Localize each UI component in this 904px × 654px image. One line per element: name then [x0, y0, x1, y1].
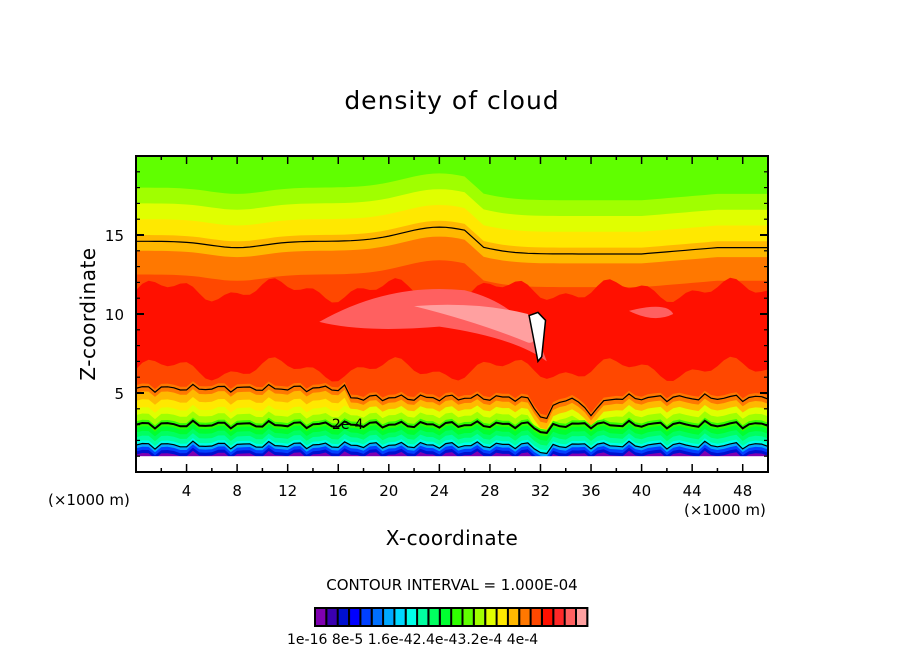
colorbar-swatch [554, 609, 564, 625]
colorbar-swatch [384, 609, 394, 625]
colorbar-swatch [395, 609, 405, 625]
x-tick-label: 20 [379, 482, 398, 500]
x-tick-label: 44 [683, 482, 702, 500]
chart-title: density of cloud [344, 86, 560, 115]
x-tick-label: 16 [329, 482, 348, 500]
colorbar-swatch [497, 609, 507, 625]
colorbar-swatch [418, 609, 428, 625]
y-tick-label: 15 [105, 227, 124, 245]
contour-fills [136, 156, 768, 472]
colorbar-swatch [508, 609, 519, 625]
y-axis-label: Z-coordinate [76, 247, 100, 381]
x-tick-label: 24 [430, 482, 449, 500]
x-tick-label: 48 [733, 482, 752, 500]
colorbar-swatch [372, 609, 383, 625]
colorbar-swatch [463, 609, 473, 625]
colorbar-tick-labels: 1e-16 8e-5 1.6e-42.4e-43.2e-4 4e-4 [287, 632, 539, 648]
colorbar-swatch [361, 609, 371, 625]
colorbar-frame [314, 607, 589, 627]
high-density-core [628, 306, 674, 319]
colorbar-swatch [429, 609, 439, 625]
y-tick-label: 10 [105, 306, 124, 324]
colorbar-swatch [486, 609, 496, 625]
no-data-region [136, 456, 768, 472]
high-density-core [319, 288, 547, 362]
x-tick-label: 28 [480, 482, 499, 500]
contour-line [136, 440, 768, 455]
x-unit-label-right: (×1000 m) [684, 501, 766, 519]
colorbar [314, 607, 589, 627]
colorbar-swatch [338, 609, 348, 625]
x-tick-label: 12 [278, 482, 297, 500]
x-tick-label: 40 [632, 482, 651, 500]
contour-lines: 2e-4 [136, 226, 768, 455]
x-tick-label: 36 [581, 482, 600, 500]
contour-line-label: 2e-4 [332, 417, 364, 433]
colorbar-swatch [327, 609, 337, 625]
contour-interval-text: CONTOUR INTERVAL = 1.000E-04 [326, 576, 578, 594]
contour-line [136, 383, 768, 420]
x-axis-label: X-coordinate [385, 526, 519, 550]
x-tick-label: 4 [182, 482, 192, 500]
contour-line-closed [528, 311, 547, 364]
colorbar-swatch [577, 609, 587, 625]
contour-line [136, 419, 768, 434]
colorbar-swatch [520, 609, 530, 625]
colorbar-swatch [543, 609, 553, 625]
colorbar-swatch [440, 609, 451, 625]
colorbar-swatch [350, 609, 360, 625]
y-tick-label: 5 [114, 385, 124, 403]
colorbar-swatch [406, 609, 417, 625]
colorbar-swatch [531, 609, 541, 625]
colorbar-swatch [565, 609, 575, 625]
colorbar-swatch [452, 609, 462, 625]
colorbar-swatch [316, 609, 326, 625]
colorbar-swatch [474, 609, 485, 625]
contour-line [136, 226, 768, 255]
highest-density-core [414, 304, 535, 343]
x-unit-label-left: (×1000 m) [48, 491, 130, 509]
x-tick-label: 8 [232, 482, 242, 500]
x-tick-label: 32 [531, 482, 550, 500]
